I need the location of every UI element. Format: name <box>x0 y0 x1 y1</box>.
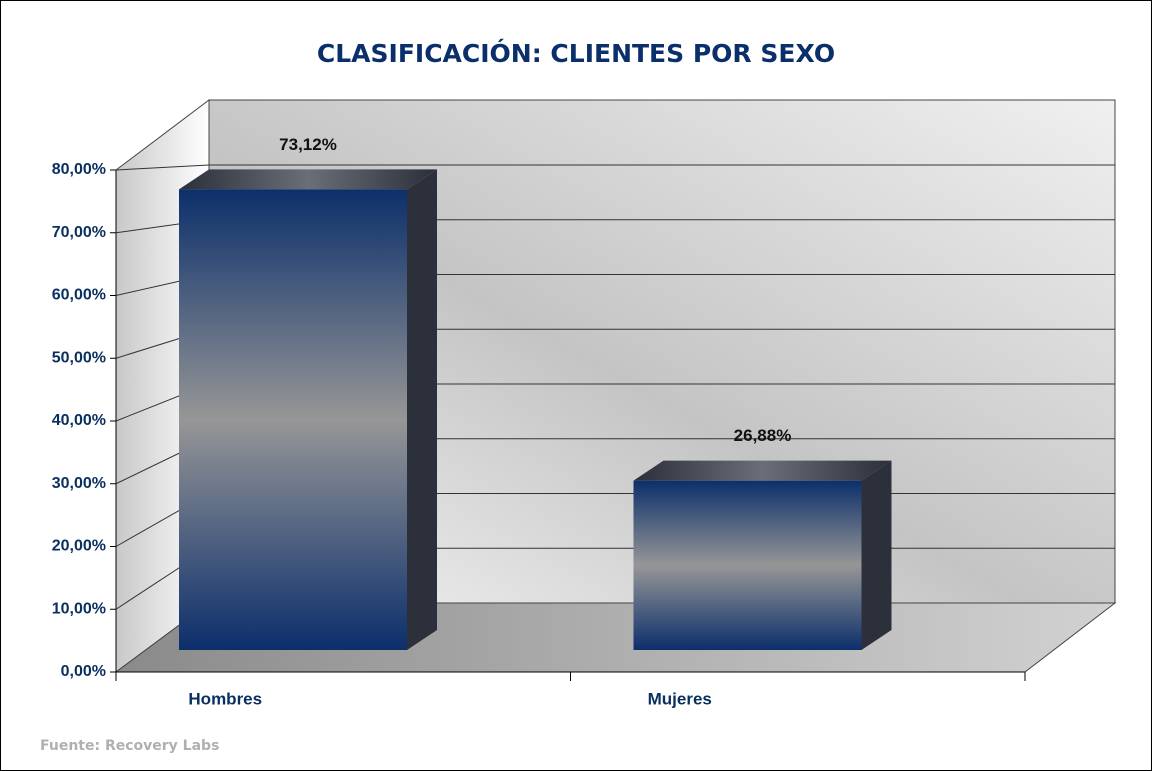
grid-line <box>115 164 210 171</box>
y-tick-label: 50,00% <box>52 349 106 366</box>
bar-face <box>179 189 407 650</box>
bar-face <box>179 169 437 190</box>
y-tick-label: 20,00% <box>52 538 106 555</box>
x-tick-label: Hombres <box>188 689 262 708</box>
bar-face <box>633 480 862 650</box>
y-tick-label: 60,00% <box>52 287 106 304</box>
bar <box>633 460 892 650</box>
source: Fuente: Recovery Labs <box>40 738 219 754</box>
y-tick-label: 80,00% <box>52 161 106 178</box>
y-tick-label: 0,00% <box>61 663 106 680</box>
y-tick-label: 30,00% <box>52 475 106 492</box>
value-label: 26,88% <box>734 426 792 445</box>
y-tick-label: 40,00% <box>52 412 106 429</box>
y-tick-label: 10,00% <box>52 600 106 617</box>
y-tick-label: 70,00% <box>52 224 106 241</box>
value-label: 73,12% <box>279 135 337 154</box>
bar <box>179 169 437 650</box>
bar-face <box>861 460 892 650</box>
x-tick-label: Mujeres <box>648 689 712 708</box>
chart-title: CLASIFICACIÓN: CLIENTES POR SEXO <box>317 38 835 68</box>
bar-face <box>633 460 892 481</box>
bar-face <box>407 169 437 650</box>
